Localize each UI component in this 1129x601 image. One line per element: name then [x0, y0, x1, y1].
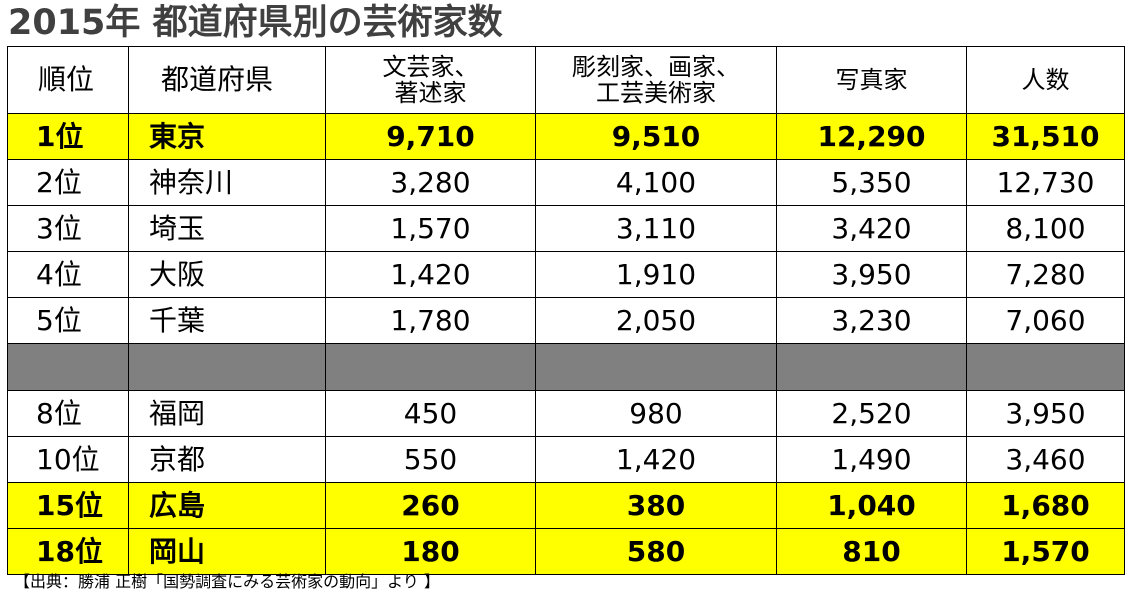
header-artists: 彫刻家、画家、 工芸美術家 — [535, 46, 777, 114]
table-row: 2位 神奈川 3,280 4,100 5,350 12,730 — [7, 159, 1125, 206]
table-row: 3位 埼玉 1,570 3,110 3,420 8,100 — [7, 205, 1125, 252]
separator-cell — [7, 343, 129, 391]
rank-cell: 2位 — [7, 159, 129, 206]
omitted-rows-separator — [7, 343, 1125, 391]
table-row: 5位 千葉 1,780 2,050 3,230 7,060 — [7, 297, 1125, 344]
header-prefecture: 都道府県 — [128, 46, 326, 114]
separator-cell — [325, 343, 536, 391]
photographers-cell: 5,350 — [776, 159, 967, 206]
photographers-cell: 1,040 — [776, 482, 967, 529]
header-line: 文芸家、 — [382, 53, 479, 81]
writers-cell: 1,780 — [325, 297, 536, 344]
header-photographers: 写真家 — [776, 46, 967, 114]
artists-cell: 580 — [535, 528, 777, 575]
total-cell: 1,680 — [966, 482, 1125, 529]
writers-cell: 450 — [325, 390, 536, 437]
table-row: 1位 東京 9,710 9,510 12,290 31,510 — [7, 113, 1125, 160]
writers-cell: 1,420 — [325, 251, 536, 298]
prefecture-cell: 福岡 — [128, 390, 326, 437]
total-cell: 7,060 — [966, 297, 1125, 344]
photographers-cell: 3,230 — [776, 297, 967, 344]
artists-cell: 980 — [535, 390, 777, 437]
writers-cell: 3,280 — [325, 159, 536, 206]
artists-cell: 3,110 — [535, 205, 777, 252]
header-total: 人数 — [966, 46, 1125, 114]
header-writers: 文芸家、 著述家 — [325, 46, 536, 114]
writers-cell: 260 — [325, 482, 536, 529]
photographers-cell: 3,420 — [776, 205, 967, 252]
prefecture-cell: 東京 — [128, 113, 326, 160]
total-cell: 7,280 — [966, 251, 1125, 298]
writers-cell: 180 — [325, 528, 536, 575]
artist-count-table: 順位 都道府県 文芸家、 著述家 彫刻家、画家、 工芸美術家 写真家 人数 1位 東京… — [7, 46, 1125, 575]
total-cell: 3,950 — [966, 390, 1125, 437]
table-header-row: 順位 都道府県 文芸家、 著述家 彫刻家、画家、 工芸美術家 写真家 人数 — [7, 46, 1125, 114]
artists-cell: 9,510 — [535, 113, 777, 160]
total-cell: 31,510 — [966, 113, 1125, 160]
prefecture-cell: 千葉 — [128, 297, 326, 344]
rank-cell: 1位 — [7, 113, 129, 160]
prefecture-cell: 埼玉 — [128, 205, 326, 252]
page-title: 2015年 都道府県別の芸術家数 — [8, 3, 503, 43]
total-cell: 12,730 — [966, 159, 1125, 206]
separator-cell — [128, 343, 326, 391]
prefecture-cell: 京都 — [128, 436, 326, 483]
separator-cell — [966, 343, 1125, 391]
prefecture-cell: 広島 — [128, 482, 326, 529]
writers-cell: 1,570 — [325, 205, 536, 252]
total-cell: 1,570 — [966, 528, 1125, 575]
separator-cell — [535, 343, 777, 391]
total-cell: 3,460 — [966, 436, 1125, 483]
photographers-cell: 2,520 — [776, 390, 967, 437]
table-row: 10位 京都 550 1,420 1,490 3,460 — [7, 436, 1125, 483]
separator-cell — [776, 343, 967, 391]
artists-cell: 2,050 — [535, 297, 777, 344]
rank-cell: 18位 — [7, 528, 129, 575]
writers-cell: 550 — [325, 436, 536, 483]
header-line: 彫刻家、画家、 — [572, 53, 740, 81]
rank-cell: 4位 — [7, 251, 129, 298]
rank-cell: 10位 — [7, 436, 129, 483]
artists-cell: 380 — [535, 482, 777, 529]
rank-cell: 15位 — [7, 482, 129, 529]
photographers-cell: 810 — [776, 528, 967, 575]
header-line: 著述家 — [394, 79, 467, 107]
artists-cell: 1,910 — [535, 251, 777, 298]
rank-cell: 3位 — [7, 205, 129, 252]
artists-cell: 1,420 — [535, 436, 777, 483]
rank-cell: 5位 — [7, 297, 129, 344]
table-row: 18位 岡山 180 580 810 1,570 — [7, 528, 1125, 575]
prefecture-cell: 大阪 — [128, 251, 326, 298]
photographers-cell: 1,490 — [776, 436, 967, 483]
prefecture-cell: 神奈川 — [128, 159, 326, 206]
table-row: 15位 広島 260 380 1,040 1,680 — [7, 482, 1125, 529]
total-cell: 8,100 — [966, 205, 1125, 252]
source-citation: 【出典：勝浦 正樹「国勢調査にみる芸術家の動向」より 】 — [14, 572, 440, 591]
prefecture-cell: 岡山 — [128, 528, 326, 575]
table-row: 4位 大阪 1,420 1,910 3,950 7,280 — [7, 251, 1125, 298]
photographers-cell: 3,950 — [776, 251, 967, 298]
artists-cell: 4,100 — [535, 159, 777, 206]
rank-cell: 8位 — [7, 390, 129, 437]
header-line: 工芸美術家 — [596, 79, 716, 107]
header-rank: 順位 — [7, 46, 129, 114]
writers-cell: 9,710 — [325, 113, 536, 160]
table-row: 8位 福岡 450 980 2,520 3,950 — [7, 390, 1125, 437]
photographers-cell: 12,290 — [776, 113, 967, 160]
